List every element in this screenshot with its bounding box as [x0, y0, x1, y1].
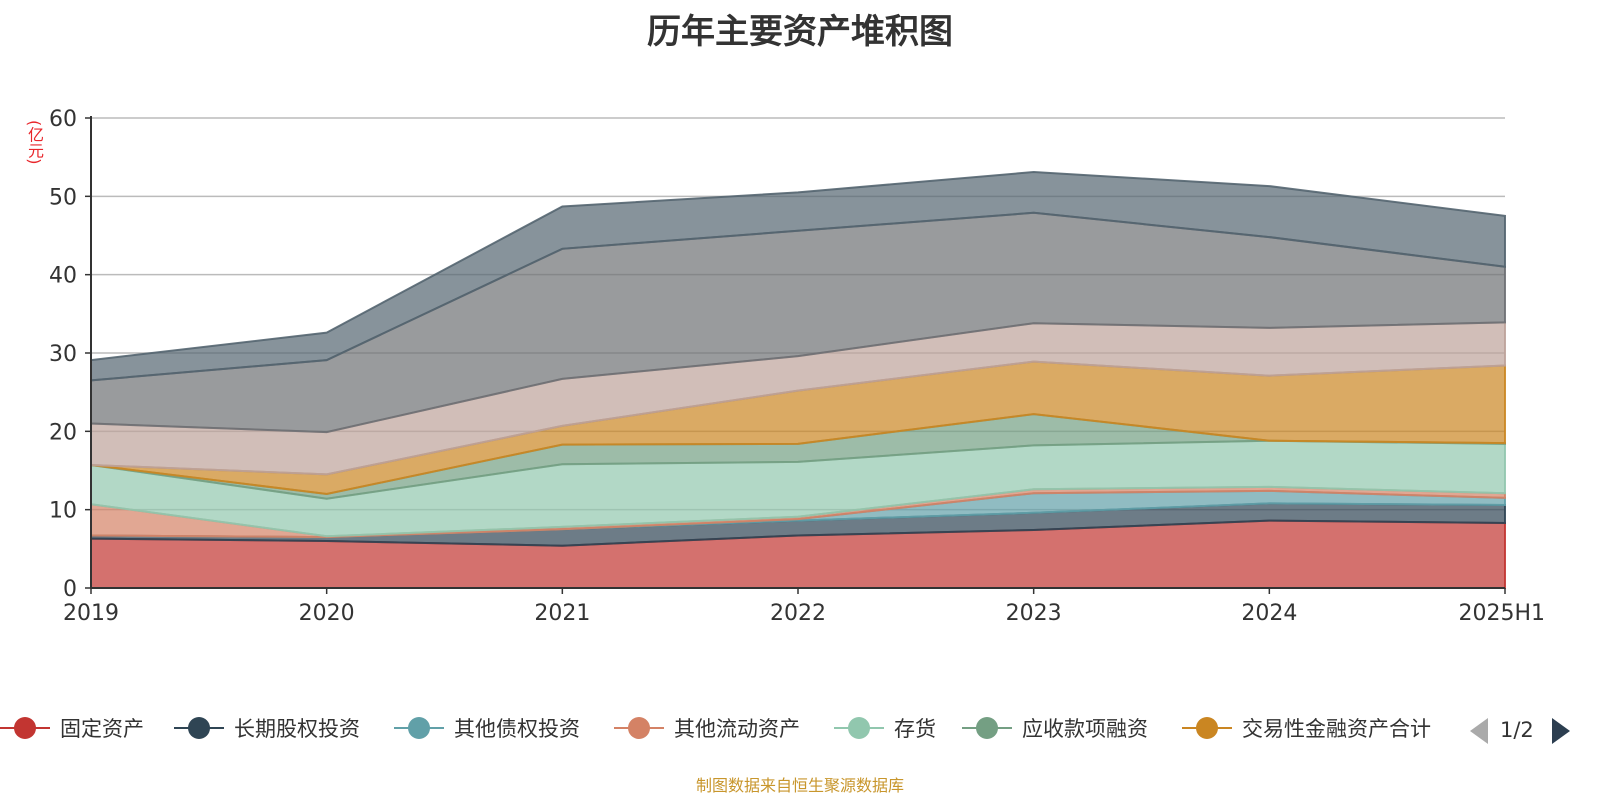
- x-tick-label: 2023: [1006, 601, 1062, 626]
- legend-item-other-debt-investment[interactable]: 其他债权投资: [394, 708, 580, 748]
- legend-label: 应收款项融资: [1022, 717, 1148, 741]
- y-tick-label: 10: [49, 499, 77, 524]
- legend-item-receivables-financing[interactable]: 应收款项融资: [962, 708, 1148, 748]
- x-tick-label: 2024: [1241, 601, 1297, 626]
- legend-marker-icon: [394, 713, 444, 743]
- legend-marker-icon: [614, 713, 664, 743]
- legend-next-page-icon[interactable]: [1552, 718, 1570, 744]
- legend-prev-page-icon[interactable]: [1470, 718, 1488, 744]
- area-series-9[interactable]: [90, 170, 1506, 382]
- x-tick-label: 2022: [770, 601, 826, 626]
- legend-marker-icon: [0, 713, 50, 743]
- legend-marker-icon: [1182, 713, 1232, 743]
- legend-item-other-current-assets[interactable]: 其他流动资产: [614, 708, 800, 748]
- chart-plot: 0 10 20 30 40 50 60 2019 2020 2021 2022 2023 2024 202…: [49, 107, 1545, 626]
- legend-item-trading-financial-assets[interactable]: 交易性金融资产合计: [1182, 708, 1431, 748]
- legend-label: 其他债权投资: [454, 717, 580, 741]
- y-tick-label: 0: [63, 577, 77, 602]
- source-note: 制图数据来自恒生聚源数据库: [695, 776, 904, 795]
- legend-label: 交易性金融资产合计: [1242, 717, 1431, 741]
- legend-marker-icon: [174, 713, 224, 743]
- legend-item-fixed-assets[interactable]: 固定资产: [0, 708, 144, 748]
- legend-marker-icon: [962, 713, 1012, 743]
- legend-page-indicator: 1/2: [1500, 718, 1534, 742]
- x-tick-label: 2020: [299, 601, 355, 626]
- y-axis-unit: (亿元): [25, 120, 44, 165]
- axes: 0 10 20 30 40 50 60 2019 2020 2021 2022 2023 2024 202…: [49, 107, 1545, 626]
- legend-item-inventory[interactable]: 存货: [834, 708, 936, 748]
- y-tick-label: 30: [49, 342, 77, 367]
- chart-title: 历年主要资产堆积图: [647, 12, 953, 52]
- legend-label: 长期股权投资: [234, 717, 360, 741]
- y-tick-label: 20: [49, 420, 77, 445]
- legend-label: 存货: [894, 717, 936, 741]
- legend-label: 其他流动资产: [674, 717, 800, 741]
- y-tick-label: 50: [49, 185, 77, 210]
- legend-marker-icon: [834, 713, 884, 743]
- legend-item-long-term-equity[interactable]: 长期股权投资: [174, 708, 360, 748]
- y-tick-label: 40: [49, 264, 77, 289]
- x-tick-label: 2025H1: [1458, 601, 1545, 626]
- x-tick-label: 2021: [534, 601, 590, 626]
- legend-label: 固定资产: [60, 717, 144, 741]
- x-tick-label: 2019: [63, 601, 119, 626]
- legend: 固定资产 长期股权投资 其他债权投资 其他流动资产 存货 应收款项融资 交易: [0, 708, 1600, 748]
- y-tick-label: 60: [49, 107, 77, 132]
- stacked-areas: [90, 170, 1506, 589]
